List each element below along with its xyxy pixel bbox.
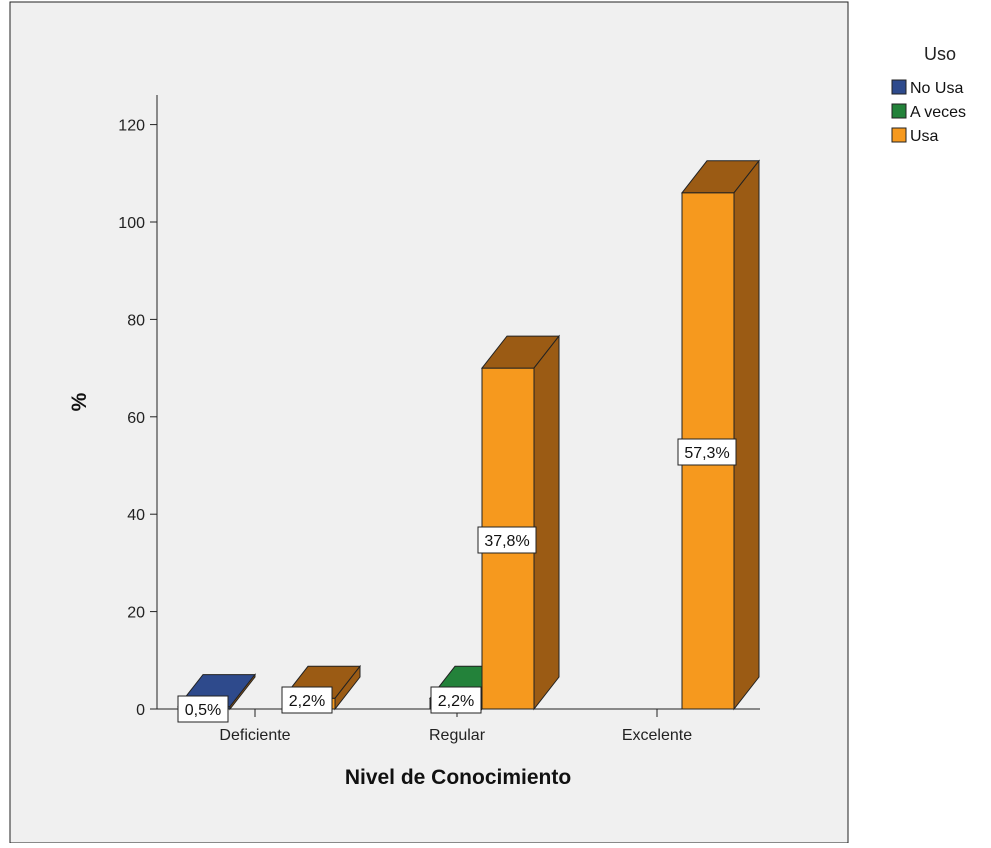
legend-label: A veces (910, 104, 966, 121)
data-label-text: 2,2% (289, 693, 325, 710)
legend-swatch (891, 103, 907, 119)
legend-item-a-veces: A veces (891, 103, 966, 121)
x-tick-label: Deficiente (219, 727, 290, 744)
data-label-text: 2,2% (438, 693, 474, 710)
y-tick-label: 40 (127, 507, 145, 524)
bar-side (229, 673, 256, 711)
legend-swatch (891, 79, 907, 95)
x-tick-label: Regular (429, 727, 486, 744)
data-label-box (477, 526, 537, 554)
bar-side (533, 334, 560, 711)
data-label-box (677, 438, 737, 466)
legend-swatch (891, 127, 907, 143)
y-tick-label: 20 (127, 605, 145, 622)
legend-item-no-usa: No Usa (891, 79, 963, 97)
legend-label: Usa (910, 128, 939, 145)
data-label-box (177, 695, 229, 723)
data-label-text: 0,5% (185, 702, 221, 719)
legend-title: Uso (924, 44, 956, 64)
data-label: 0,5% (177, 695, 229, 723)
y-tick-label: 120 (118, 118, 145, 135)
x-axis-title: Nivel de Conocimiento (345, 766, 571, 789)
y-tick-label: 0 (136, 702, 145, 719)
bar-usa-excelente (680, 159, 761, 711)
bar-side (733, 159, 760, 711)
legend-label: No Usa (910, 80, 963, 97)
data-label: 2,2% (281, 686, 333, 714)
bar-usa-regular (480, 334, 561, 711)
data-label: 37,8% (477, 526, 537, 554)
legend-item-usa: Usa (891, 127, 939, 145)
bar-side (334, 664, 361, 711)
data-label-text: 37,8% (484, 533, 529, 550)
data-label: 2,2% (430, 686, 482, 714)
x-tick-label: Excelente (622, 727, 692, 744)
data-label: 57,3% (677, 438, 737, 466)
data-label-text: 57,3% (684, 445, 729, 462)
data-label-box (430, 686, 482, 714)
y-tick-label: 100 (118, 215, 145, 232)
data-label-box (281, 686, 333, 714)
y-axis-title: % (68, 392, 91, 411)
y-tick-label: 80 (127, 312, 145, 329)
y-tick-label: 60 (127, 410, 145, 427)
